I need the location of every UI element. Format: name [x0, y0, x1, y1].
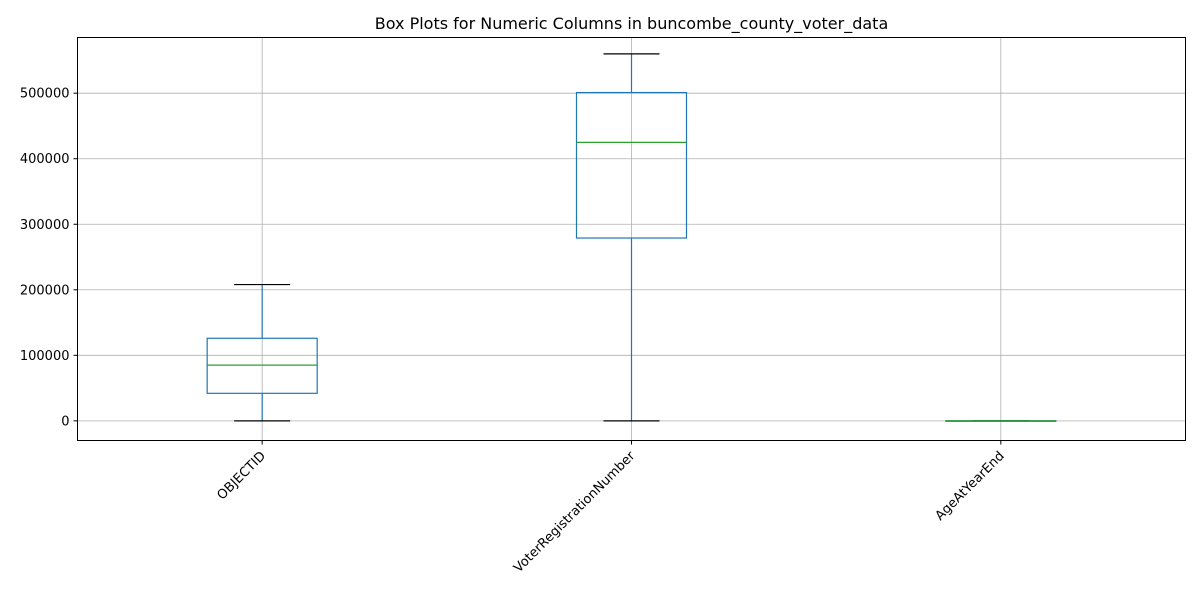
- y-tick-label: 300000: [20, 218, 70, 233]
- x-tick-label: VoterRegistrationNumber: [511, 448, 639, 576]
- boxes: [206, 53, 1057, 422]
- y-axis-ticks: 0 100000 200000 300000 400000 500000: [20, 87, 78, 429]
- y-tick-label: 500000: [20, 87, 70, 102]
- box-VoterRegistrationNumber: [575, 53, 688, 422]
- chart-title: Box Plots for Numeric Columns in buncomb…: [375, 14, 889, 34]
- y-tick-label: 100000: [20, 349, 70, 364]
- x-tick-label: OBJECTID: [215, 449, 269, 503]
- y-tick-label: 0: [61, 414, 69, 429]
- iqr-box: [206, 337, 318, 394]
- box-AgeAtYearEnd: [945, 420, 1057, 422]
- x-axis-ticks: OBJECTID VoterRegistrationNumber AgeAtYear…: [215, 440, 1008, 576]
- x-tick-label: AgeAtYearEnd: [933, 449, 1008, 524]
- y-tick-label: 400000: [20, 152, 70, 167]
- box-OBJECTID: [206, 283, 318, 422]
- y-tick-label: 200000: [20, 283, 70, 298]
- iqr-box: [575, 91, 688, 239]
